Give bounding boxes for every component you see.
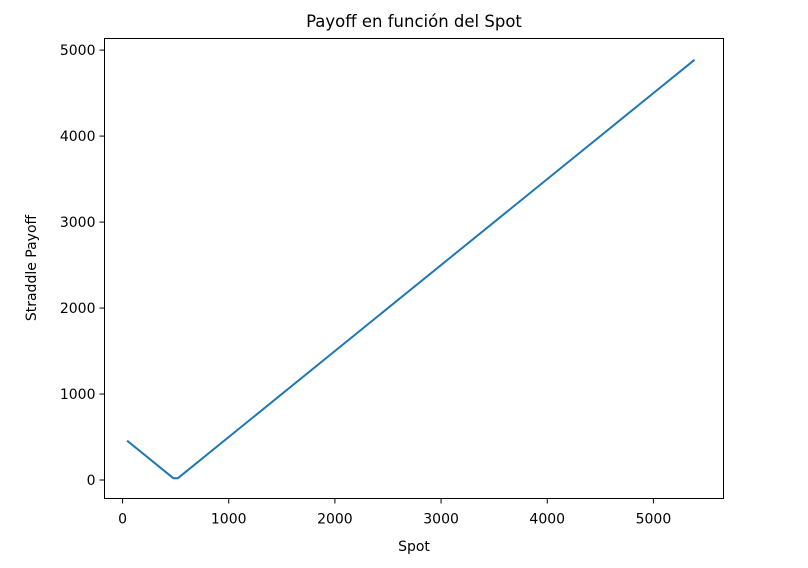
y-tick-label: 3000 [60,215,96,231]
chart-title: Payoff en función del Spot [306,12,522,31]
x-tick-label: 1000 [211,512,247,528]
x-axis: 0 1000 2000 3000 4000 5000 [118,498,672,528]
series-line [126,59,696,480]
x-tick-label: 2000 [317,512,353,528]
y-tick-label: 0 [87,473,96,489]
y-tick-label: 5000 [60,43,96,59]
x-tick-label: 0 [118,512,127,528]
series-layer [126,59,696,480]
y-axis-label: Straddle Payoff [24,214,40,321]
y-tick-label: 4000 [60,129,96,145]
y-axis: 0 1000 2000 3000 4000 5000 [60,43,105,489]
y-tick-label: 2000 [60,301,96,317]
plot-frame [104,38,724,499]
x-axis-label: Spot [398,539,430,555]
x-tick-label: 4000 [529,512,565,528]
x-tick-label: 5000 [636,512,672,528]
y-tick-label: 1000 [60,387,96,403]
x-tick-label: 3000 [423,512,459,528]
